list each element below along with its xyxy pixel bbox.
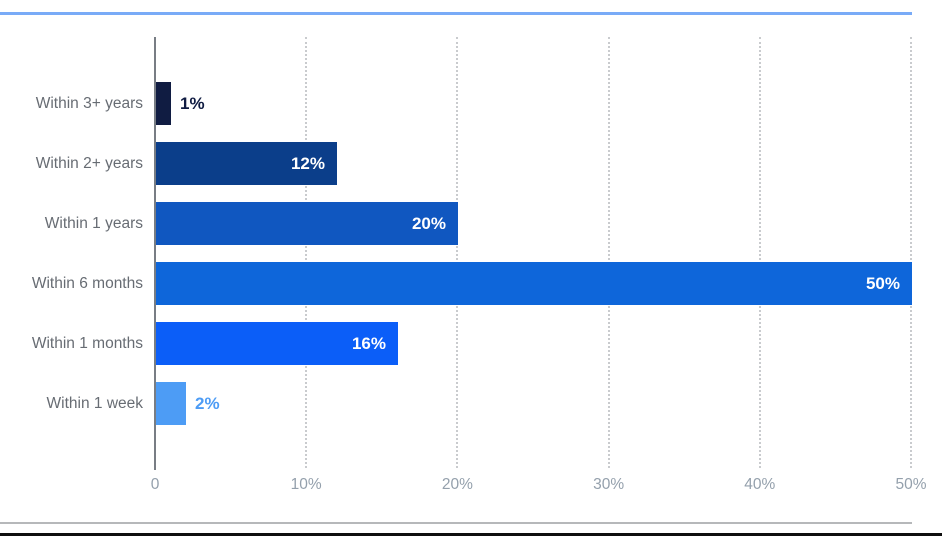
bottom-separator-rule [0, 522, 912, 524]
category-label: Within 3+ years [35, 95, 143, 112]
value-label: 20% [411, 214, 446, 233]
top-accent-rule [0, 12, 912, 15]
bar[interactable] [156, 382, 186, 425]
gridline-10pct [305, 37, 308, 468]
value-label: 50% [865, 274, 900, 293]
y-axis-line [154, 37, 156, 470]
value-label: 16% [351, 334, 386, 353]
value-label: 12% [290, 154, 325, 173]
x-tick-label: 50% [895, 476, 927, 493]
bar[interactable] [156, 202, 458, 245]
gridline-30pct [607, 37, 610, 468]
x-tick-label: 0 [150, 476, 160, 493]
window-bottom-edge [0, 533, 942, 536]
bar[interactable] [156, 82, 171, 125]
category-label: Within 1 years [44, 215, 143, 232]
x-tick-label: 30% [593, 476, 625, 493]
gridline-50pct [910, 37, 912, 468]
category-label: Within 6 months [31, 275, 143, 292]
gridline-40pct [758, 37, 761, 468]
x-tick-label: 10% [290, 476, 322, 493]
category-label: Within 1 months [31, 335, 143, 352]
gridline-20pct [456, 37, 459, 468]
bar[interactable] [156, 262, 912, 305]
x-tick-label: 40% [744, 476, 776, 493]
bar[interactable] [156, 322, 398, 365]
value-label: 1% [180, 94, 205, 113]
category-label: Within 2+ years [35, 155, 143, 172]
bar[interactable] [156, 142, 337, 185]
category-label: Within 1 week [46, 395, 143, 412]
value-label: 2% [195, 394, 220, 413]
x-tick-label: 20% [441, 476, 473, 493]
